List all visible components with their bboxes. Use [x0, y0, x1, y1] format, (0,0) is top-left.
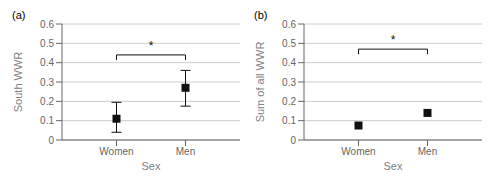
svg-text:0.5: 0.5 — [40, 38, 54, 49]
svg-text:Men: Men — [418, 146, 437, 157]
svg-text:0.6: 0.6 — [282, 19, 296, 30]
svg-text:Sex: Sex — [384, 160, 403, 172]
html-text:(b): (b) — [254, 9, 268, 21]
svg-text:*: * — [391, 33, 396, 47]
svg-text:Sex: Sex — [142, 160, 161, 172]
svg-text:0.1: 0.1 — [40, 115, 54, 126]
svg-text:*: * — [149, 39, 154, 53]
svg-text:Sum of all WWR: Sum of all WWR — [254, 42, 266, 123]
svg-text:Women: Women — [341, 146, 375, 157]
svg-text:0.3: 0.3 — [282, 77, 296, 88]
svg-text:0.1: 0.1 — [282, 115, 296, 126]
svg-text:0.3: 0.3 — [40, 77, 54, 88]
svg-text:0.6: 0.6 — [40, 19, 54, 30]
svg-text:Women: Women — [99, 146, 133, 157]
svg-text:0: 0 — [48, 135, 54, 146]
svg-text:0.2: 0.2 — [40, 96, 54, 107]
html-text:(a): (a) — [12, 9, 26, 21]
svg-text:0.5: 0.5 — [282, 38, 296, 49]
svg-text:0.4: 0.4 — [40, 57, 54, 68]
svg-text:South WWR: South WWR — [12, 52, 24, 113]
svg-text:Men: Men — [176, 146, 195, 157]
svg-text:0.4: 0.4 — [282, 57, 296, 68]
svg-text:0.2: 0.2 — [282, 96, 296, 107]
svg-text:0: 0 — [290, 135, 296, 146]
